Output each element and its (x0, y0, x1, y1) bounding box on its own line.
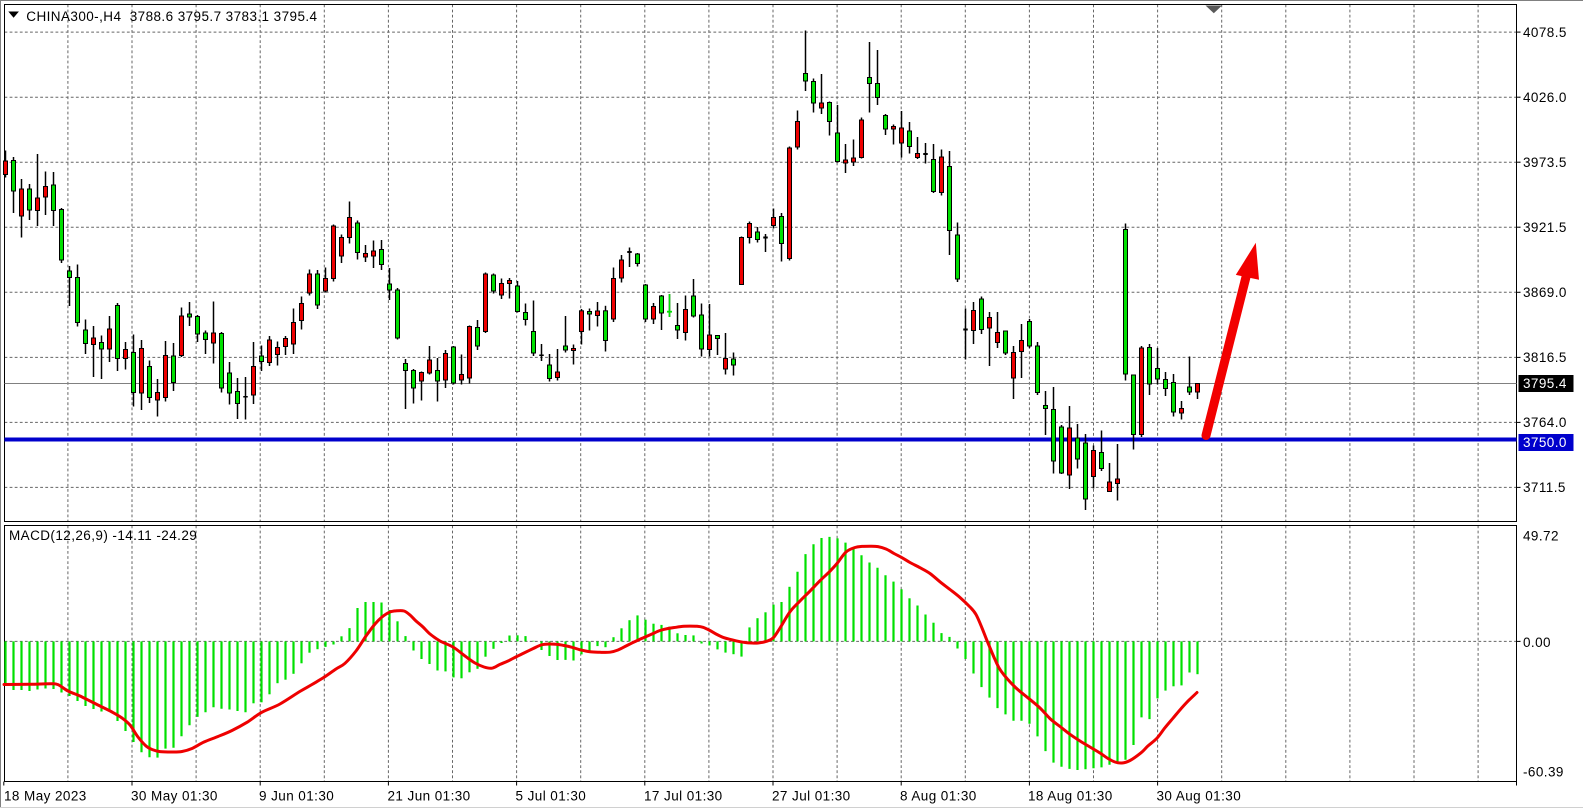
svg-text:8 Aug 01:30: 8 Aug 01:30 (900, 789, 977, 804)
svg-text:30 May 01:30: 30 May 01:30 (131, 789, 218, 804)
svg-text:18 May 2023: 18 May 2023 (4, 789, 87, 804)
svg-text:3750.0: 3750.0 (1523, 435, 1567, 450)
svg-text:9 Jun 01:30: 9 Jun 01:30 (259, 789, 334, 804)
svg-text:21 Jun 01:30: 21 Jun 01:30 (388, 789, 471, 804)
svg-text:3795.4: 3795.4 (1523, 376, 1567, 391)
svg-text:27 Jul 01:30: 27 Jul 01:30 (772, 789, 851, 804)
svg-text:CHINA300-,H4 3788.6 3795.7 37: CHINA300-,H4 3788.6 3795.7 3783.1 3795.4 (26, 9, 317, 24)
svg-text:17 Jul 01:30: 17 Jul 01:30 (644, 789, 723, 804)
svg-text:4078.5: 4078.5 (1523, 25, 1567, 40)
svg-text:3973.5: 3973.5 (1523, 155, 1567, 170)
svg-text:3711.5: 3711.5 (1523, 480, 1566, 495)
svg-text:49.72: 49.72 (1523, 529, 1559, 544)
svg-text:5 Jul 01:30: 5 Jul 01:30 (516, 789, 587, 804)
svg-text:-60.39: -60.39 (1523, 765, 1564, 780)
svg-text:18 Aug 01:30: 18 Aug 01:30 (1028, 789, 1113, 804)
svg-text:0.00: 0.00 (1523, 635, 1551, 650)
svg-text:3764.0: 3764.0 (1523, 415, 1567, 430)
svg-text:3816.5: 3816.5 (1523, 350, 1567, 365)
svg-text:4026.0: 4026.0 (1523, 90, 1567, 105)
svg-text:30 Aug 01:30: 30 Aug 01:30 (1157, 789, 1242, 804)
svg-text:MACD(12,26,9) -14.11 -24.29: MACD(12,26,9) -14.11 -24.29 (9, 528, 197, 543)
svg-text:3921.5: 3921.5 (1523, 220, 1567, 235)
svg-text:3869.0: 3869.0 (1523, 285, 1567, 300)
